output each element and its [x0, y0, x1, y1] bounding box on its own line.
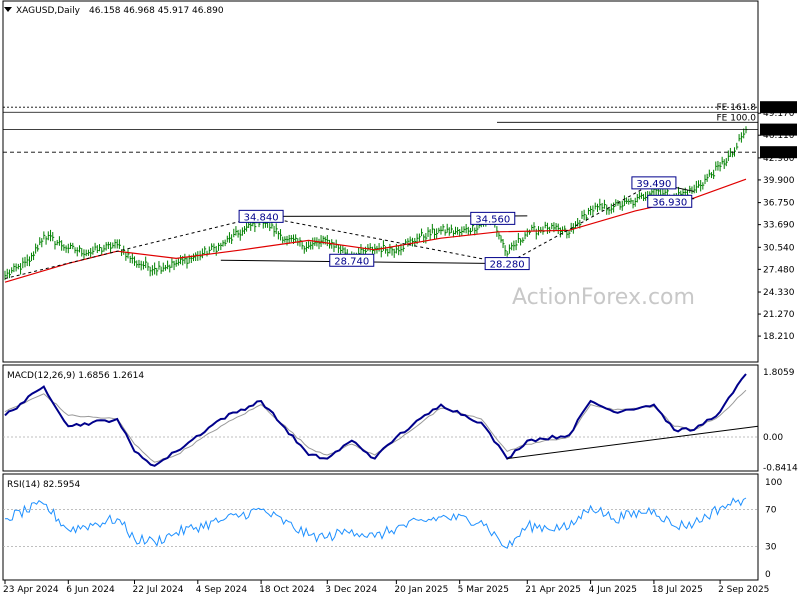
price-tag — [760, 101, 797, 114]
x-tick-label: 6 Jun 2024 — [66, 585, 115, 595]
rsi-tick-label: 70 — [765, 506, 777, 516]
level-label: 28.740 — [334, 256, 369, 267]
macd-tick-label: -0.8414 — [763, 463, 798, 473]
price-tag-label: 43.750 — [763, 149, 795, 159]
ohlc-values: 46.158 46.968 45.917 46.890 — [89, 6, 224, 16]
macd-layer — [3, 373, 759, 467]
y-tick-label: 42.960 — [763, 154, 795, 164]
level-label: 28.280 — [490, 260, 525, 271]
price-tag-label: 46.890 — [763, 127, 795, 137]
y-tick-label: 27.480 — [763, 265, 795, 275]
rsi-layer — [3, 497, 758, 549]
y-tick-label: 18.210 — [763, 332, 795, 342]
x-tick-label: 4 Sep 2024 — [196, 585, 248, 595]
y-tick-label: 49.170 — [763, 109, 795, 119]
signal-line — [4, 389, 747, 463]
x-tick-label: 5 Mar 2025 — [458, 585, 509, 595]
level-label-box — [329, 253, 375, 267]
x-tick-label: 21 Apr 2025 — [525, 585, 581, 595]
y-tick-label: 36.750 — [763, 199, 795, 209]
y-tick-label: 39.900 — [763, 176, 795, 186]
level-label: 34.560 — [475, 214, 510, 225]
macd-trend-line — [507, 425, 759, 460]
level-label: 39.490 — [636, 179, 671, 190]
trend-line — [506, 182, 655, 265]
x-tick-label: 18 Jul 2025 — [652, 585, 703, 595]
price-frame — [2, 0, 759, 363]
level-label-box — [470, 211, 516, 225]
collapse-triangle-icon[interactable] — [4, 7, 12, 12]
x-tick-label: 20 Jan 2025 — [394, 585, 448, 595]
chart-header: XAGUSD,Daily 46.158 46.968 45.917 46.890 — [4, 6, 224, 16]
x-tick-label: 2 Sep 2025 — [718, 585, 769, 595]
macd-tick-label: 0.00 — [763, 433, 783, 443]
level-label-box — [631, 176, 677, 190]
fe-label: FE 100.0 — [717, 113, 757, 123]
rsi-line — [4, 497, 747, 549]
rsi-tick-label: 30 — [765, 542, 777, 552]
level-label-box — [647, 194, 693, 208]
macd-title: MACD(12,26,9) 1.6856 1.2614 — [7, 371, 144, 381]
rsi-tick-label: 100 — [765, 478, 782, 488]
x-tick-label: 22 Jul 2024 — [132, 585, 183, 595]
price-tag — [760, 123, 797, 136]
x-tick-label: 3 Dec 2024 — [325, 585, 377, 595]
fe-label: FE 161.8 — [717, 103, 757, 113]
symbol-title: XAGUSD,Daily — [16, 6, 81, 16]
x-tick-label: 18 Oct 2024 — [259, 585, 315, 595]
y-tick-label: 46.110 — [763, 131, 795, 141]
level-label-box — [484, 257, 530, 271]
macd-frame — [2, 364, 759, 472]
price-layer: 50.000 FE 161.8FE 100.0 46.890 43.750 34.840… — [3, 101, 797, 283]
y-tick-label: 24.330 — [763, 288, 795, 298]
y-tick-label: 33.690 — [763, 221, 795, 231]
rsi-title: RSI(14) 82.5954 — [7, 480, 80, 490]
y-tick-label: 21.270 — [763, 310, 795, 320]
macd-line — [4, 373, 747, 467]
price-tag — [760, 146, 797, 159]
axes-layer: 49.170 46.110 42.960 39.900 36.750 33.690 30.5… — [3, 109, 798, 595]
macd-tick-label: 1.8059 — [763, 368, 795, 378]
rsi-frame — [2, 473, 759, 581]
level-label: 34.840 — [244, 212, 279, 223]
level-label: 36.930 — [652, 197, 687, 208]
rsi-tick-label: 0 — [765, 570, 771, 580]
watermark: ActionForex.com — [512, 285, 695, 310]
level-label-box — [238, 209, 284, 223]
panel-frames — [2, 0, 759, 581]
y-tick-label: 30.540 — [763, 243, 795, 253]
x-tick-label: 4 Jun 2025 — [589, 585, 637, 595]
trend-line — [4, 215, 262, 280]
x-tick-label: 23 Apr 2024 — [3, 585, 59, 595]
price-tag-label: 50.000 — [763, 104, 795, 114]
